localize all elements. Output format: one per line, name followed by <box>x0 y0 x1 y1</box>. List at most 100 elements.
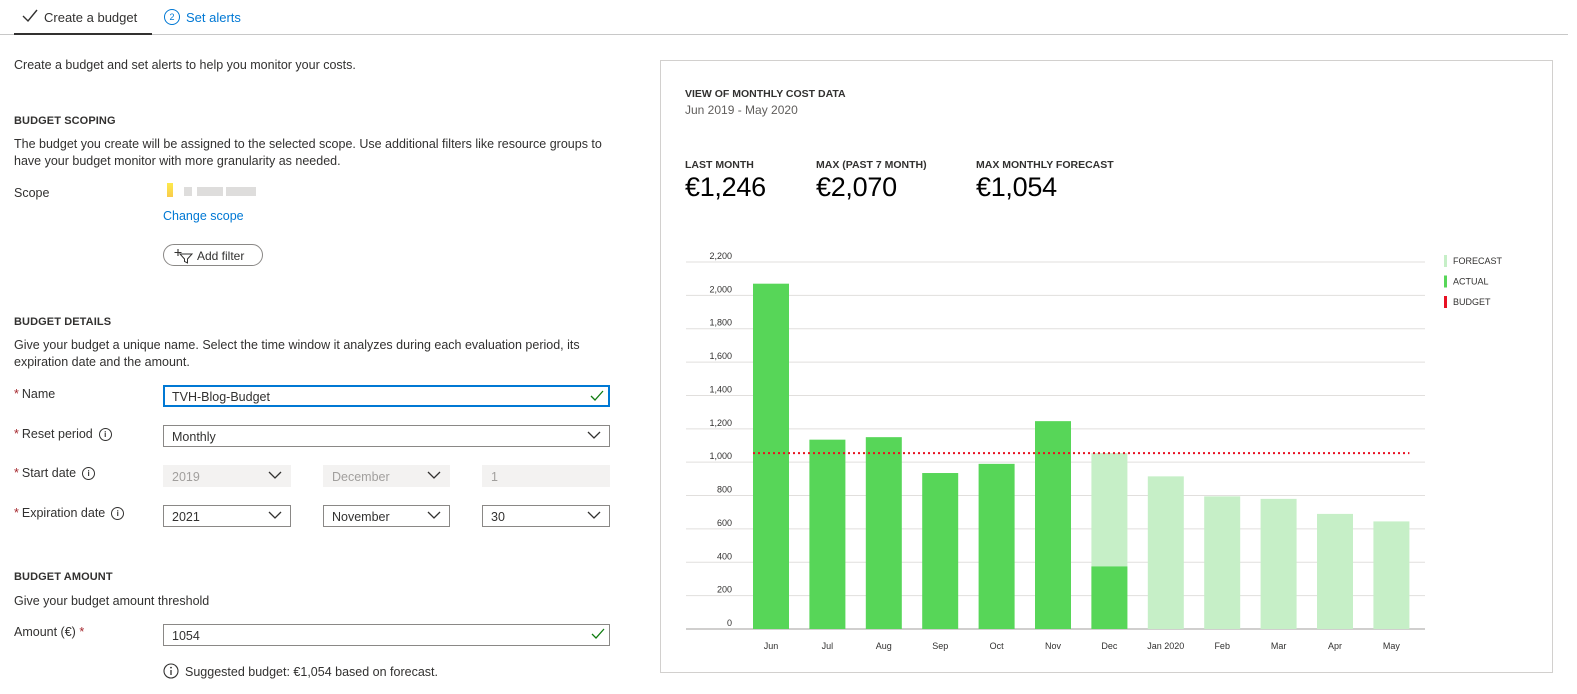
expiration-year-value: 2021 <box>172 510 200 524</box>
legend-label: FORECAST <box>1453 256 1503 266</box>
legend-label: ACTUAL <box>1453 277 1489 287</box>
amount-value: 1054 <box>172 629 200 643</box>
reset-period-value: Monthly <box>172 430 216 444</box>
scope-label: Scope <box>14 186 50 200</box>
legend-swatch <box>1444 275 1447 288</box>
reset-period-label: * Reset period i <box>14 427 112 441</box>
budget-scoping-description: The budget you create will be assigned t… <box>14 137 602 168</box>
budget-amount-description: Give your budget amount threshold <box>14 594 210 608</box>
kpi-forecast-value: €1,054 <box>976 172 1057 202</box>
scope-value-redacted <box>184 187 192 196</box>
actual-bar <box>922 473 959 629</box>
y-tick-label: 200 <box>717 585 732 595</box>
budget-details-description: Give your budget a unique name. Select t… <box>14 338 580 369</box>
kpi-forecast-label: MAX MONTHLY FORECAST <box>976 159 1114 171</box>
scope-value-redacted <box>197 187 223 196</box>
start-year-select: 2019 <box>163 465 291 487</box>
budget-name-value: TVH-Blog-Budget <box>172 390 270 404</box>
y-tick-label: 1,600 <box>709 351 732 361</box>
forecast-bar <box>1260 498 1297 629</box>
info-circle-icon <box>163 663 179 679</box>
add-filter-button[interactable]: Add filter <box>163 244 263 266</box>
y-tick-label: 0 <box>727 618 732 628</box>
valid-check-icon <box>591 628 605 639</box>
panel-title: VIEW OF MONTHLY COST DATA <box>685 88 846 100</box>
expiration-month-value: November <box>332 510 390 524</box>
budget-name-input[interactable]: TVH-Blog-Budget <box>163 385 610 407</box>
info-icon[interactable]: i <box>82 467 96 480</box>
start-month-value: December <box>332 470 390 484</box>
tab-set-alerts-label: Set alerts <box>186 10 241 25</box>
cost-chart-panel <box>660 60 1553 673</box>
wizard-tabbar <box>0 0 1568 35</box>
kpi-last-month-value: €1,246 <box>685 172 766 202</box>
chevron-down-icon <box>587 431 601 439</box>
expiration-date-label: * Expiration date i <box>14 506 125 520</box>
y-tick-label: 1,200 <box>709 418 732 428</box>
expiration-day-select[interactable]: 30 <box>482 505 610 527</box>
start-month-select: December <box>323 465 450 487</box>
budget-details-heading: BUDGET DETAILS <box>14 316 112 328</box>
monthly-cost-chart: 0 200 400 600 800 1,000 1,200 1,400 1,600 1,800 2,… <box>686 251 1503 651</box>
amount-input[interactable]: 1054 <box>163 624 610 646</box>
info-icon[interactable]: i <box>98 428 112 441</box>
x-tick-label: Jan 2020 <box>1147 641 1184 651</box>
add-filter-label: Add filter <box>197 249 245 263</box>
actual-bar <box>978 463 1015 629</box>
start-year-value: 2019 <box>172 470 200 484</box>
actual-bar <box>809 439 846 629</box>
expiration-month-select[interactable]: November <box>323 505 450 527</box>
panel-date-range: Jun 2019 - May 2020 <box>685 103 798 117</box>
forecast-bar <box>1373 521 1410 629</box>
x-tick-label: Nov <box>1045 641 1062 651</box>
intro-text: Create a budget and set alerts to help y… <box>14 58 356 72</box>
tab-create-budget-label: Create a budget <box>44 10 138 25</box>
y-tick-label: 800 <box>717 485 732 495</box>
actual-bar <box>1091 566 1128 629</box>
y-tick-label: 1,000 <box>709 451 732 461</box>
chevron-down-icon <box>268 471 282 479</box>
chevron-down-icon <box>268 511 282 519</box>
kpi-max-label: MAX (PAST 7 MONTH) <box>816 159 927 171</box>
scope-icon <box>167 183 173 197</box>
change-scope-link[interactable]: Change scope <box>163 209 244 223</box>
legend-label: BUDGET <box>1453 297 1491 307</box>
add-filter-icon <box>174 249 194 264</box>
chevron-down-icon <box>427 471 441 479</box>
chevron-down-icon <box>587 511 601 519</box>
chevron-down-icon <box>427 511 441 519</box>
kpi-max-value: €2,070 <box>816 172 897 202</box>
y-tick-label: 1,400 <box>709 384 732 394</box>
scope-value-redacted <box>226 187 256 196</box>
expiration-year-select[interactable]: 2021 <box>163 505 291 527</box>
y-tick-label: 400 <box>717 551 732 561</box>
tab-create-budget[interactable]: Create a budget <box>14 0 152 35</box>
expiration-day-value: 30 <box>491 510 505 524</box>
x-tick-label: Mar <box>1271 641 1287 651</box>
x-tick-label: Jul <box>822 641 834 651</box>
legend-swatch <box>1444 296 1447 308</box>
x-tick-label: Apr <box>1328 641 1342 651</box>
start-date-label: * Start date i <box>14 466 96 480</box>
reset-period-select[interactable]: Monthly <box>163 425 610 447</box>
forecast-bar <box>1147 476 1184 629</box>
budget-amount-heading: BUDGET AMOUNT <box>14 571 113 583</box>
actual-bar <box>865 437 902 629</box>
x-tick-label: Dec <box>1101 641 1118 651</box>
x-tick-label: Feb <box>1214 641 1230 651</box>
checkmark-icon <box>22 9 38 23</box>
actual-bar <box>1035 421 1071 629</box>
info-icon[interactable]: i <box>111 507 125 520</box>
x-tick-label: Aug <box>876 641 892 651</box>
y-tick-label: 1,800 <box>709 318 732 328</box>
x-tick-label: Sep <box>932 641 948 651</box>
legend-swatch <box>1444 255 1447 267</box>
y-tick-label: 600 <box>717 518 732 528</box>
y-tick-label: 2,200 <box>709 251 732 261</box>
name-label: * Name <box>14 387 56 401</box>
actual-bar <box>753 283 789 629</box>
budget-scoping-heading: BUDGET SCOPING <box>14 115 116 127</box>
valid-check-icon <box>590 390 604 401</box>
start-day-value: 1 <box>491 470 498 484</box>
x-tick-label: May <box>1383 641 1401 651</box>
